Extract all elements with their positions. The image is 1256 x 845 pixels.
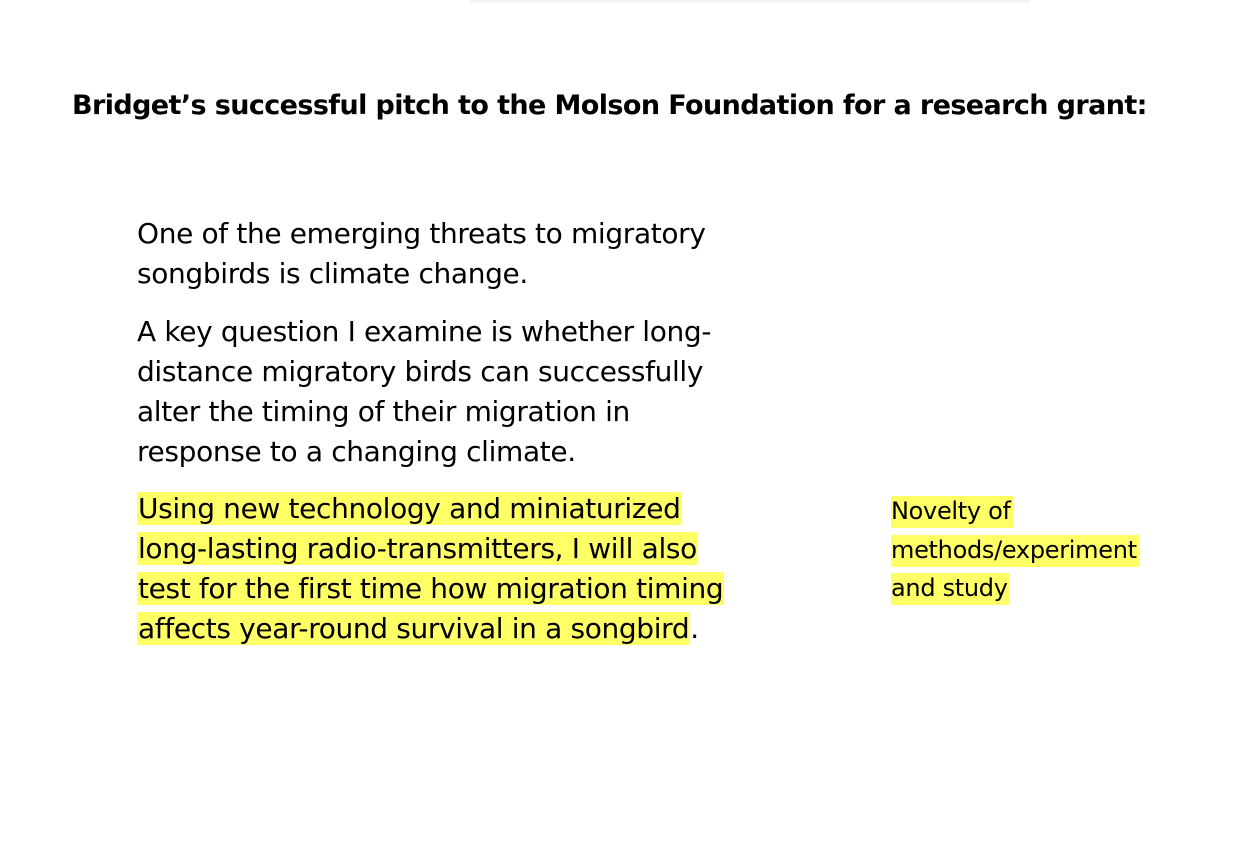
annotation-line: Novelty of	[891, 496, 1013, 528]
top-edge-shadow	[470, 0, 1030, 4]
text-line: distance migratory birds can successfull…	[137, 355, 704, 388]
period: .	[690, 612, 699, 645]
highlighted-line: Using new technology and miniaturized	[137, 492, 682, 525]
highlighted-line: affects year-round survival in a songbir…	[137, 612, 691, 645]
slide-title: Bridget’s successful pitch to the Molson…	[72, 90, 1147, 121]
paragraph-climate-threat: One of the emerging threats to migratory…	[137, 214, 827, 294]
pitch-body: One of the emerging threats to migratory…	[137, 214, 827, 649]
paragraph-novel-methods: Using new technology and miniaturized lo…	[137, 489, 827, 649]
text-line: songbirds is climate change.	[137, 257, 528, 290]
side-annotation: Novelty of methods/experiment and study	[891, 492, 1221, 608]
paragraph-key-question: A key question I examine is whether long…	[137, 312, 827, 472]
annotation-line: methods/experiment	[891, 534, 1139, 567]
text-line: One of the emerging threats to migratory	[137, 217, 706, 250]
highlighted-line: long-lasting radio-transmitters, I will …	[137, 532, 698, 565]
highlighted-line: test for the first time how migration ti…	[137, 572, 725, 605]
text-line: A key question I examine is whether long…	[137, 315, 712, 348]
text-line: response to a changing climate.	[137, 435, 576, 468]
annotation-line: and study	[891, 573, 1010, 605]
text-line: alter the timing of their migration in	[137, 395, 630, 428]
